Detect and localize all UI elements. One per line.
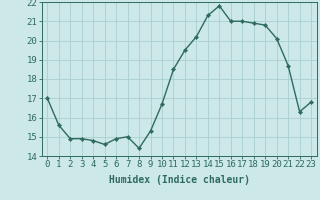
X-axis label: Humidex (Indice chaleur): Humidex (Indice chaleur) <box>109 175 250 185</box>
